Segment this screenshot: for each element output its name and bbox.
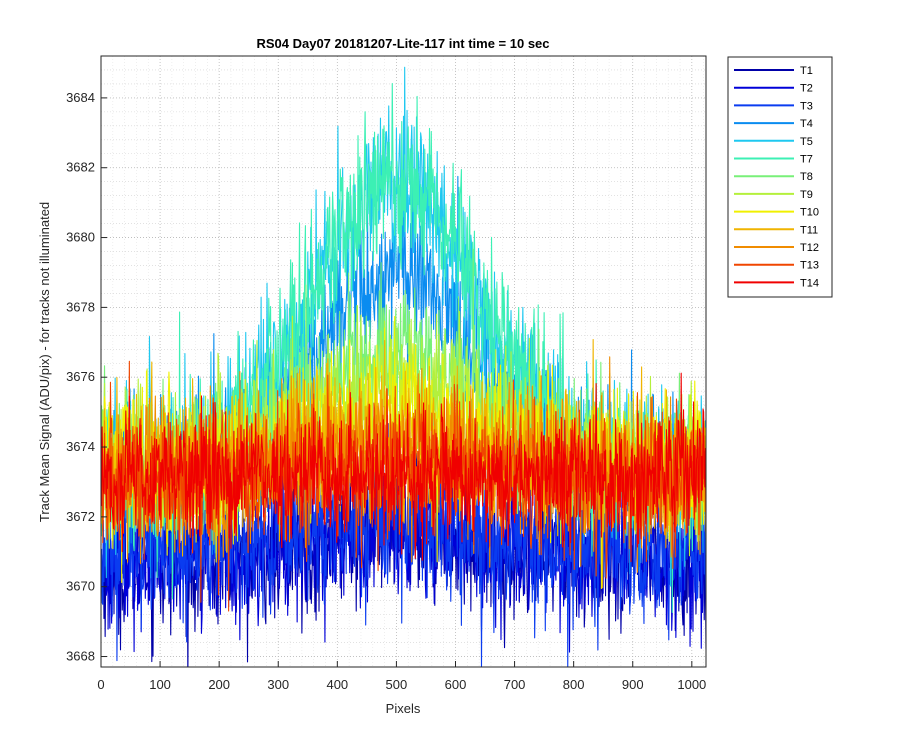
legend-label-t14: T14	[800, 277, 819, 289]
legend-label-t13: T13	[800, 260, 819, 272]
y-tick-label: 3668	[66, 649, 95, 664]
legend-label-t7: T7	[800, 154, 813, 166]
legend-label-t4: T4	[800, 118, 813, 130]
y-tick-label: 3678	[66, 299, 95, 314]
x-tick-label: 500	[386, 677, 408, 692]
y-tick-label: 3676	[66, 369, 95, 384]
y-tick-label: 3680	[66, 230, 95, 245]
legend-label-t2: T2	[800, 83, 813, 95]
legend-label-t11: T11	[800, 224, 818, 236]
legend-label-t3: T3	[800, 100, 813, 112]
x-axis: 0 100 200 300 400 500 600 700 800 900 1000	[97, 661, 706, 692]
y-tick-label: 3682	[66, 160, 95, 175]
legend-label-t12: T12	[800, 242, 819, 254]
series-line-t14	[101, 372, 706, 563]
legend-label-t8: T8	[800, 171, 813, 183]
x-tick-label: 0	[97, 677, 104, 692]
plot-frame	[100, 55, 707, 668]
x-tick-label: 700	[504, 677, 526, 692]
legend-label-t10: T10	[800, 207, 819, 219]
y-tick-label: 3670	[66, 579, 95, 594]
legend-label-t9: T9	[800, 189, 813, 201]
x-tick-label: 900	[622, 677, 644, 692]
x-tick-label: 100	[149, 677, 171, 692]
y-axis-title: Track Mean Signal (ADU/pix) - for tracks…	[37, 202, 52, 522]
y-tick-label: 3674	[66, 439, 95, 454]
y-axis: 3668 3670 3672 3674 3676 3678 3680 3682 3684	[66, 90, 107, 664]
x-tick-label: 300	[267, 677, 289, 692]
x-tick-label: 1000	[677, 677, 706, 692]
x-tick-label: 400	[326, 677, 348, 692]
x-tick-label: 200	[208, 677, 230, 692]
legend-label-t5: T5	[800, 136, 813, 148]
x-axis-title: Pixels	[386, 701, 421, 716]
x-tick-label: 600	[445, 677, 467, 692]
legend-label-t1: T1	[800, 65, 813, 77]
chart-title: RS04 Day07 20181207-Lite-117 int time = …	[256, 36, 549, 51]
legend: T1 T2 T3 T4 T5 T7 T8 T9 T10 T11 T12 T13 T14	[727, 56, 833, 298]
y-tick-label: 3684	[66, 90, 95, 105]
series-group	[101, 66, 706, 667]
y-tick-label: 3672	[66, 509, 95, 524]
x-tick-label: 800	[563, 677, 585, 692]
